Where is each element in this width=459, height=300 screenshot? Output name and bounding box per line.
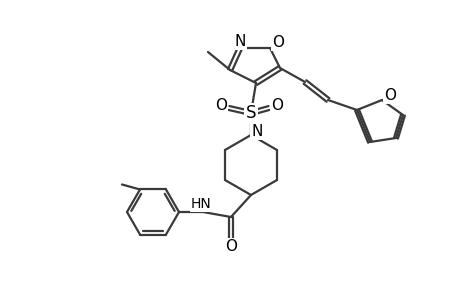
Text: N: N — [251, 124, 262, 139]
Text: N: N — [234, 34, 245, 49]
Text: S: S — [245, 104, 256, 122]
Text: O: O — [270, 98, 282, 112]
Text: O: O — [224, 239, 236, 254]
Text: HN: HN — [190, 197, 211, 211]
Text: O: O — [214, 98, 226, 112]
Text: O: O — [271, 34, 283, 50]
Text: O: O — [383, 88, 395, 103]
